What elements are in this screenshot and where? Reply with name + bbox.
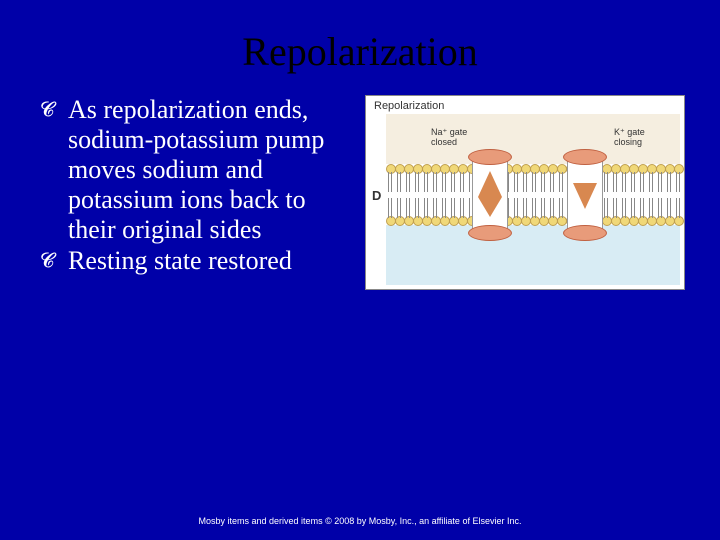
- slide-title: Repolarization: [0, 0, 720, 95]
- diagram-column: Repolarization Outside Inside D Na⁺ gate…: [365, 95, 685, 290]
- diagram-title: Repolarization: [374, 100, 444, 112]
- bullet-icon: 𝓒: [40, 95, 68, 244]
- bullet-list: 𝓒 As repolarization ends, sodium-potassi…: [40, 95, 355, 290]
- potassium-channel: [561, 151, 609, 239]
- na-gate-label: Na⁺ gate closed: [431, 128, 481, 148]
- lipid-bilayer: [386, 164, 680, 226]
- copyright-footer: Mosby items and derived items © 2008 by …: [0, 516, 720, 526]
- intracellular-fluid: [386, 225, 680, 285]
- bullet-text: Resting state restored: [68, 246, 355, 276]
- list-item: 𝓒 Resting state restored: [40, 246, 355, 276]
- panel-letter: D: [372, 188, 381, 203]
- repolarization-diagram: Repolarization Outside Inside D Na⁺ gate…: [365, 95, 685, 290]
- sodium-channel: [466, 151, 514, 239]
- content-area: 𝓒 As repolarization ends, sodium-potassi…: [0, 95, 720, 290]
- k-gate-label: K⁺ gate closing: [614, 128, 664, 148]
- bullet-text: As repolarization ends, sodium-potassium…: [68, 95, 355, 244]
- list-item: 𝓒 As repolarization ends, sodium-potassi…: [40, 95, 355, 244]
- bullet-icon: 𝓒: [40, 246, 68, 276]
